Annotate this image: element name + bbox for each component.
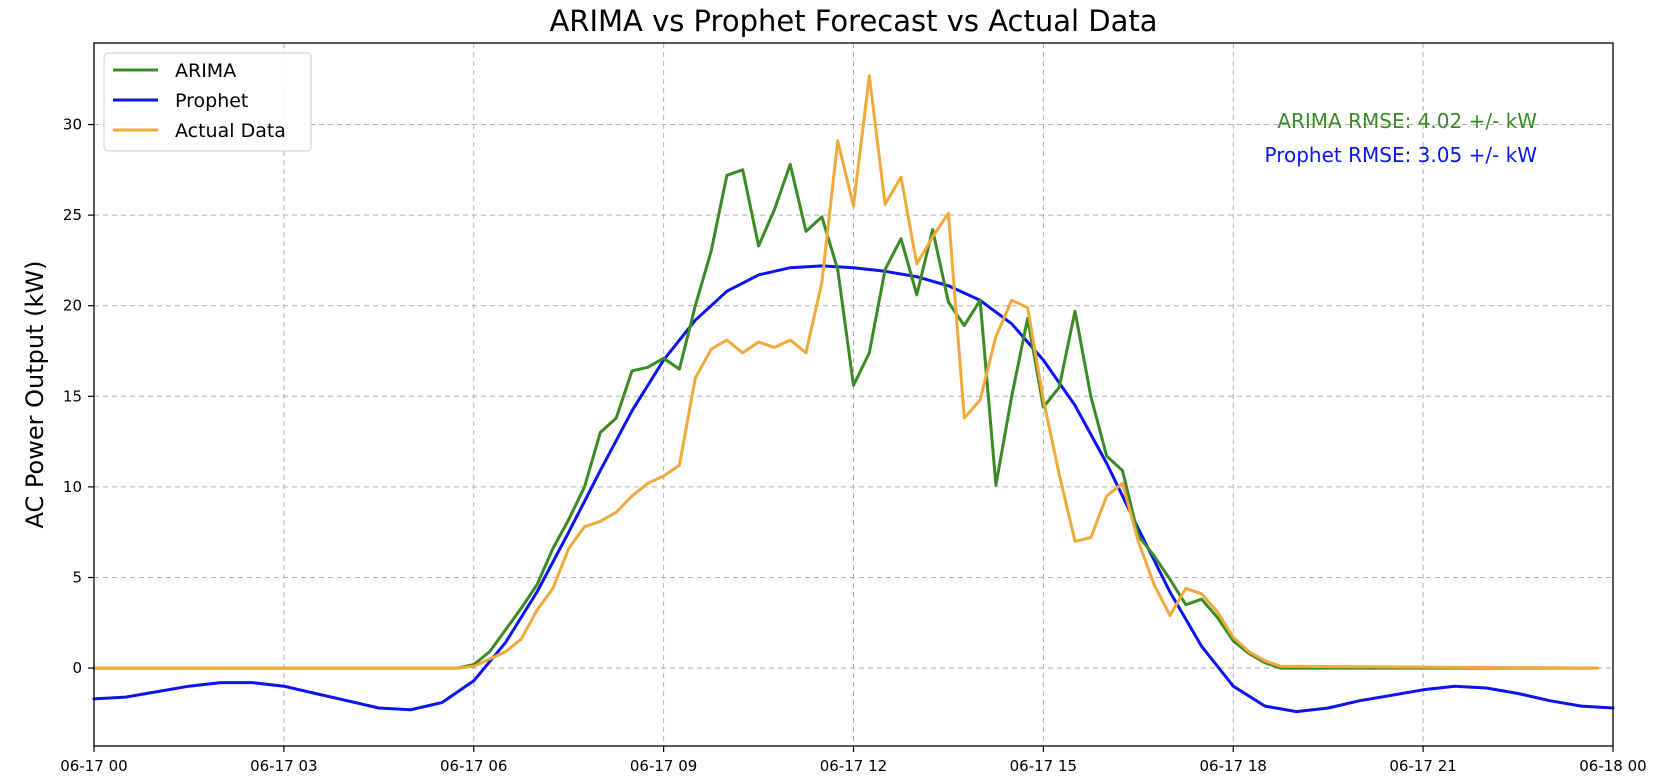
chart-title: ARIMA vs Prophet Forecast vs Actual Data bbox=[549, 4, 1157, 38]
arima-rmse-annotation: ARIMA RMSE: 4.02 +/- kW bbox=[1277, 109, 1537, 133]
x-tick-label: 06-17 00 bbox=[60, 757, 127, 775]
y-tick-label: 10 bbox=[63, 478, 82, 496]
series-line-prophet bbox=[92, 264, 1615, 714]
legend-label-arima: ARIMA bbox=[175, 60, 236, 82]
y-tick-label: 25 bbox=[63, 206, 82, 224]
y-tick-label: 15 bbox=[63, 387, 82, 405]
y-tick-label: 20 bbox=[63, 297, 82, 315]
legend-label-prophet: Prophet bbox=[175, 90, 248, 112]
y-axis-label: AC Power Output (kW) bbox=[21, 261, 49, 529]
x-tick-label: 06-17 12 bbox=[820, 757, 887, 775]
series-lines bbox=[92, 74, 1615, 714]
legend-box bbox=[103, 52, 312, 152]
x-tick-label: 06-17 09 bbox=[630, 757, 697, 775]
axis-ticks: 06-17 00 06-17 03 06-17 06 06-17 09 06-17 12… bbox=[60, 116, 1646, 775]
x-tick-label: 06-17 03 bbox=[250, 757, 317, 775]
y-tick-label: 0 bbox=[72, 659, 82, 677]
y-tick-label: 30 bbox=[63, 116, 82, 134]
x-tick-label: 06-18 00 bbox=[1579, 757, 1646, 775]
series-line-actual-data bbox=[92, 74, 1599, 670]
y-tick-label: 5 bbox=[72, 568, 82, 586]
x-tick-label: 06-17 21 bbox=[1389, 757, 1456, 775]
legend: ARIMA Prophet Actual Data bbox=[103, 52, 312, 152]
legend-label-actual-data: Actual Data bbox=[175, 120, 286, 142]
prophet-rmse-annotation: Prophet RMSE: 3.05 +/- kW bbox=[1265, 143, 1538, 167]
series-line-arima bbox=[92, 162, 1599, 670]
x-tick-label: 06-17 06 bbox=[440, 757, 507, 775]
x-tick-label: 06-17 15 bbox=[1010, 757, 1077, 775]
x-tick-label: 06-17 18 bbox=[1200, 757, 1267, 775]
